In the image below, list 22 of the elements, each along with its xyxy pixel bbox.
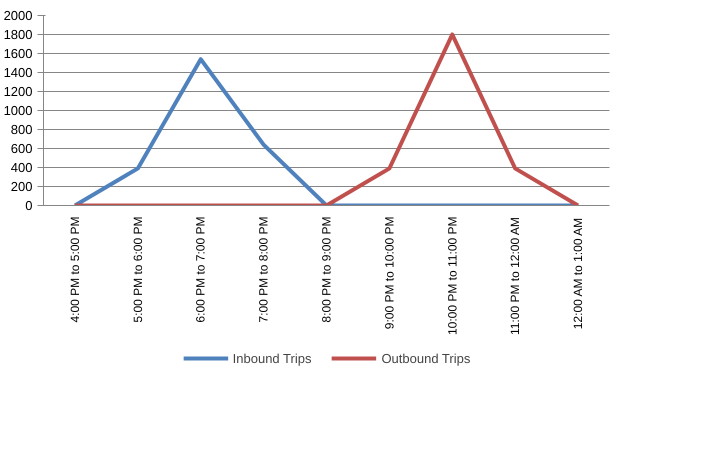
- x-tick-label: 8:00 PM to 9:00 PM: [320, 216, 334, 323]
- y-tick-label: 800: [10, 122, 33, 137]
- y-tick-label: 1200: [4, 84, 32, 99]
- x-tick-label: 7:00 PM to 8:00 PM: [256, 216, 271, 323]
- y-tick-label: 600: [10, 141, 33, 156]
- y-tick-label: 1400: [4, 65, 32, 80]
- legend-label: Inbound Trips: [232, 350, 312, 366]
- y-tick-label: 1800: [4, 27, 32, 42]
- legend-label: Outbound Trips: [381, 350, 470, 366]
- y-tick-label: 1000: [4, 103, 32, 118]
- x-tick-label: 4:00 PM to 5:00 PM: [68, 216, 82, 323]
- y-tick-label: 2000: [4, 8, 32, 23]
- x-tick-label: 6:00 PM to 7:00 PM: [194, 216, 208, 323]
- y-tick-label: 0: [25, 198, 33, 213]
- y-tick-label: 200: [10, 179, 33, 194]
- y-tick-label: 1600: [4, 46, 32, 61]
- y-tick-label: 400: [10, 160, 33, 175]
- x-tick-label: 10:00 PM to 11:00 PM: [445, 216, 460, 336]
- x-tick-label: 11:00 PM to 12:00 AM: [508, 217, 522, 336]
- x-tick-label: 9:00 PM to 10:00 PM: [382, 216, 396, 330]
- x-tick-label: 5:00 PM to 6:00 PM: [130, 216, 145, 323]
- x-tick-label: 12:00 AM to 1:00 AM: [571, 218, 586, 330]
